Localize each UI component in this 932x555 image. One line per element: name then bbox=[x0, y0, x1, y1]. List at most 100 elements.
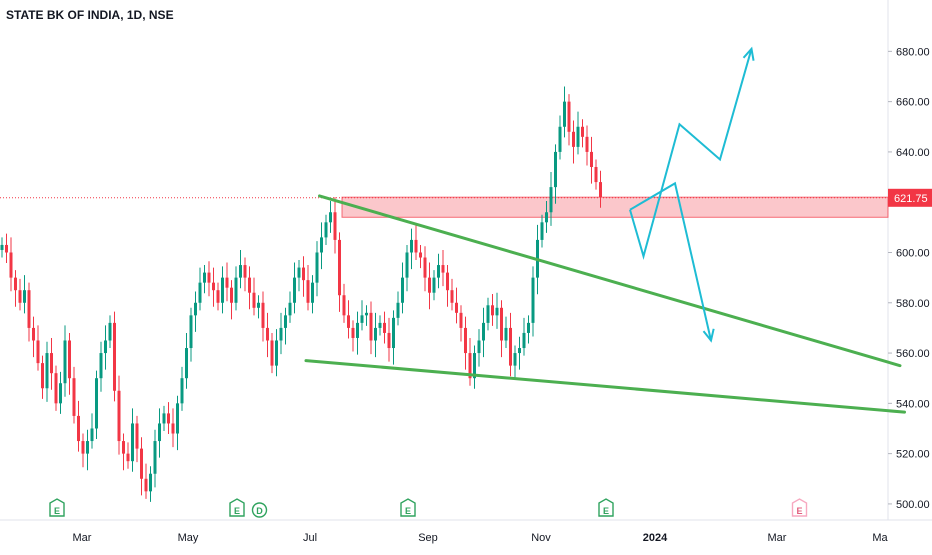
x-tick-label: May bbox=[178, 532, 199, 544]
candle-body bbox=[99, 353, 103, 379]
candle-body bbox=[221, 277, 224, 303]
candle-body bbox=[437, 265, 440, 278]
candle-body bbox=[518, 348, 521, 354]
candle-body bbox=[207, 272, 211, 283]
y-tick-label: 500.00 bbox=[896, 499, 930, 511]
candle-body bbox=[324, 222, 328, 238]
candle-body bbox=[140, 448, 143, 479]
candle-body bbox=[549, 187, 553, 213]
candle-body bbox=[464, 327, 467, 354]
candle-body bbox=[522, 332, 526, 349]
candle-body bbox=[554, 151, 557, 188]
candle-body bbox=[261, 302, 265, 328]
trendline bbox=[318, 194, 902, 368]
candle-body bbox=[315, 252, 319, 283]
y-tick-label: 580.00 bbox=[896, 298, 930, 310]
candle-body bbox=[50, 353, 53, 374]
candle-body bbox=[162, 413, 166, 424]
candle-body bbox=[329, 212, 332, 223]
candle-body bbox=[108, 322, 112, 341]
candle-body bbox=[401, 277, 404, 303]
candle-body bbox=[54, 373, 58, 404]
projection-arrowhead bbox=[702, 328, 715, 343]
y-tick-label: 680.00 bbox=[896, 46, 930, 58]
candle-body bbox=[468, 353, 472, 379]
x-tick-label: Mar bbox=[768, 532, 787, 544]
earnings-marker bbox=[229, 498, 245, 517]
candle-body bbox=[189, 315, 193, 349]
earnings-marker bbox=[400, 498, 416, 517]
candle-body bbox=[585, 136, 589, 152]
candle-body bbox=[504, 327, 508, 341]
candle-body bbox=[275, 340, 278, 366]
candle-body bbox=[230, 287, 233, 303]
dividend-marker bbox=[251, 502, 268, 518]
candle-body bbox=[513, 353, 517, 366]
candle-body bbox=[86, 441, 89, 454]
candle-body bbox=[72, 378, 76, 416]
candle-body bbox=[500, 307, 503, 341]
y-tick-label: 640.00 bbox=[896, 147, 930, 159]
x-tick-label: Nov bbox=[531, 532, 551, 544]
candle-body bbox=[576, 126, 580, 147]
candle-body bbox=[27, 290, 31, 328]
candle-body bbox=[351, 327, 355, 338]
candle-body bbox=[104, 340, 107, 354]
candle-body bbox=[234, 277, 238, 303]
candle-body bbox=[477, 340, 481, 354]
candle-body bbox=[482, 322, 485, 341]
candle-body bbox=[369, 312, 373, 341]
candle-body bbox=[153, 441, 157, 474]
candle-body bbox=[405, 252, 409, 278]
candle-body bbox=[288, 302, 292, 316]
candle-body bbox=[491, 305, 494, 316]
candle-body bbox=[14, 277, 17, 291]
candle-body bbox=[590, 151, 593, 167]
marker-label: D bbox=[256, 506, 263, 516]
candle-body bbox=[167, 413, 170, 424]
candle-body bbox=[558, 126, 562, 152]
candle-body bbox=[284, 315, 287, 328]
candle-body bbox=[5, 244, 8, 253]
candle-body bbox=[126, 453, 130, 462]
candle-body bbox=[545, 212, 548, 223]
candle-body bbox=[144, 478, 148, 492]
candle-body bbox=[239, 265, 242, 278]
candle-body bbox=[90, 428, 94, 442]
candle-body bbox=[387, 332, 391, 349]
candle-body bbox=[567, 101, 571, 132]
marker-label: E bbox=[603, 506, 609, 516]
candle-body bbox=[18, 290, 22, 303]
candle-body bbox=[495, 307, 499, 316]
candle-body bbox=[203, 272, 206, 283]
candle-body bbox=[333, 212, 337, 240]
candle-body bbox=[441, 265, 445, 273]
candle-body bbox=[95, 378, 98, 429]
candle-body bbox=[473, 353, 476, 379]
candle-body bbox=[252, 292, 256, 308]
candle-body bbox=[540, 222, 544, 240]
candle-body bbox=[176, 403, 179, 434]
candle-body bbox=[59, 383, 62, 404]
candles-group bbox=[0, 86, 602, 502]
candle-body bbox=[410, 239, 413, 253]
candle-body bbox=[81, 441, 85, 454]
candle-body bbox=[311, 282, 314, 303]
candle-body bbox=[248, 277, 251, 293]
candle-body bbox=[198, 282, 202, 303]
candle-body bbox=[297, 267, 301, 278]
x-tick-label: Ma bbox=[872, 532, 888, 544]
candle-body bbox=[293, 277, 296, 303]
candle-body bbox=[423, 257, 427, 278]
candle-body bbox=[414, 239, 418, 253]
candle-body bbox=[149, 473, 152, 492]
marker-label: E bbox=[234, 506, 240, 516]
candle-body bbox=[45, 353, 49, 389]
candle-body bbox=[9, 252, 13, 278]
candle-body bbox=[486, 305, 490, 323]
candle-body bbox=[347, 315, 350, 328]
candle-body bbox=[342, 295, 346, 316]
candle-body bbox=[216, 290, 220, 303]
